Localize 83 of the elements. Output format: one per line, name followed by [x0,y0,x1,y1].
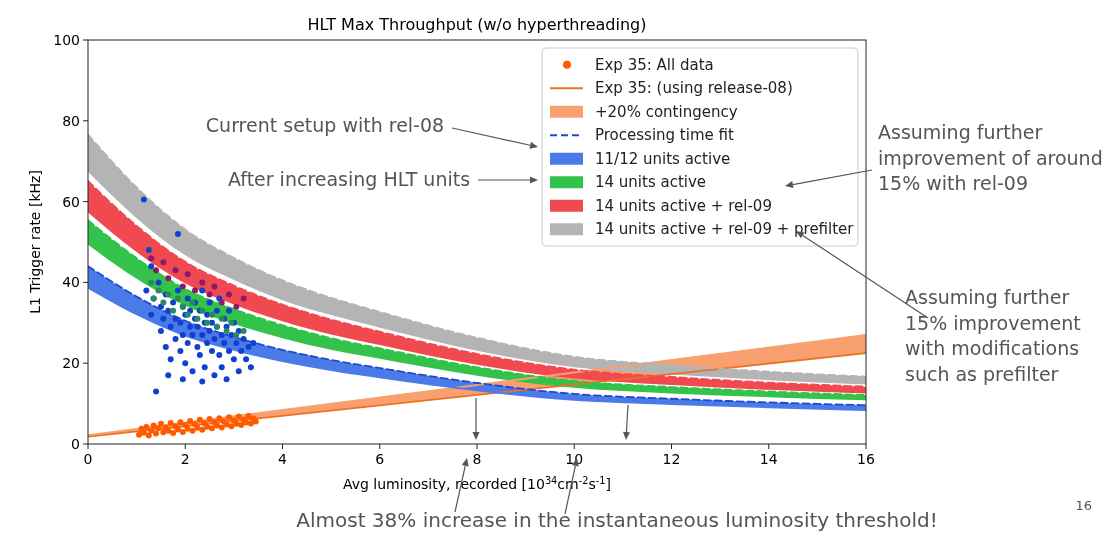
point [226,291,233,298]
legend-label: Exp 35: (using release-08) [595,79,793,98]
point [136,431,143,438]
point [199,426,206,433]
point [189,427,196,434]
point [160,429,167,436]
legend-label: Exp 35: All data [595,55,714,74]
y-tick-label: 80 [62,112,80,129]
point [157,420,164,427]
legend-label: +20% contingency [595,102,738,121]
y-tick-label: 100 [53,32,80,48]
legend-label: 14 units active + rel-09 + prefilter [595,220,855,239]
x-axis-title: Avg luminosity, recorded [10$^{34}$cm$^{-2}$s$^{-1}$] [342,474,612,492]
point [148,255,155,262]
point [170,430,177,437]
point [226,414,233,421]
point [206,291,213,298]
point [153,267,160,274]
annotation: Current setup with rel-08 [205,114,445,136]
point [174,295,181,302]
x-tick-label: 2 [180,451,190,467]
y-tick-label: 60 [62,193,80,210]
point [153,430,160,437]
legend-label: Processing time fit [595,126,734,145]
x-tick-label: 0 [83,451,93,467]
annotation: After increasing HLT units [227,168,471,190]
y-axis-title: L1 Trigger rate [kHz] [27,170,43,314]
point [155,287,162,294]
text: Assuming further improvement of around 15% with rel-09 [878,121,1103,195]
point [194,424,201,431]
point [184,425,191,432]
point [199,279,206,286]
point [179,428,186,435]
point [177,419,184,426]
point [235,413,242,420]
point [148,279,155,286]
text: 16 [1075,498,1092,513]
legend-label: 14 units active [595,173,707,192]
point [218,299,225,306]
point [160,259,167,266]
chart-title: HLT Max Throughput (w/o hyperthreading) [307,15,647,34]
point [208,311,215,318]
point [233,331,240,338]
point [150,422,157,429]
y-tick-label: 20 [62,355,80,372]
point [179,283,186,290]
y-tick-label: 40 [62,274,80,291]
text: Almost 38% increase in the instantaneous luminosity threshold! [296,508,938,532]
point [172,267,179,274]
point [228,423,235,430]
point [240,327,247,334]
point [223,327,230,334]
point [140,429,147,436]
x-tick-label: 8 [472,451,482,467]
x-tick-label: 14 [759,451,778,467]
point [191,287,198,294]
legend-label: 14 units active + rel-09 [595,196,772,215]
x-tick-label: 6 [375,451,385,467]
point [160,299,167,306]
point [208,425,215,432]
x-tick-label: 16 [857,451,875,467]
point [245,413,252,420]
point [148,427,155,434]
x-tick-label: 4 [278,451,288,467]
point [233,303,240,310]
point [143,424,150,431]
point [167,419,174,426]
x-tick-label: 12 [662,451,681,467]
point [196,416,203,423]
point [187,417,194,424]
y-tick-label: 0 [71,436,80,452]
point [218,424,225,431]
legend-label: 11/12 units active [595,149,731,168]
point [170,307,177,314]
point [238,422,245,429]
point [216,415,223,422]
point [184,271,191,278]
text: Assuming further 15% improvement with modifications such as prefilter [905,286,1081,385]
point [211,283,218,290]
point [240,295,247,302]
point [206,415,213,422]
point [145,432,152,439]
point [165,275,172,282]
